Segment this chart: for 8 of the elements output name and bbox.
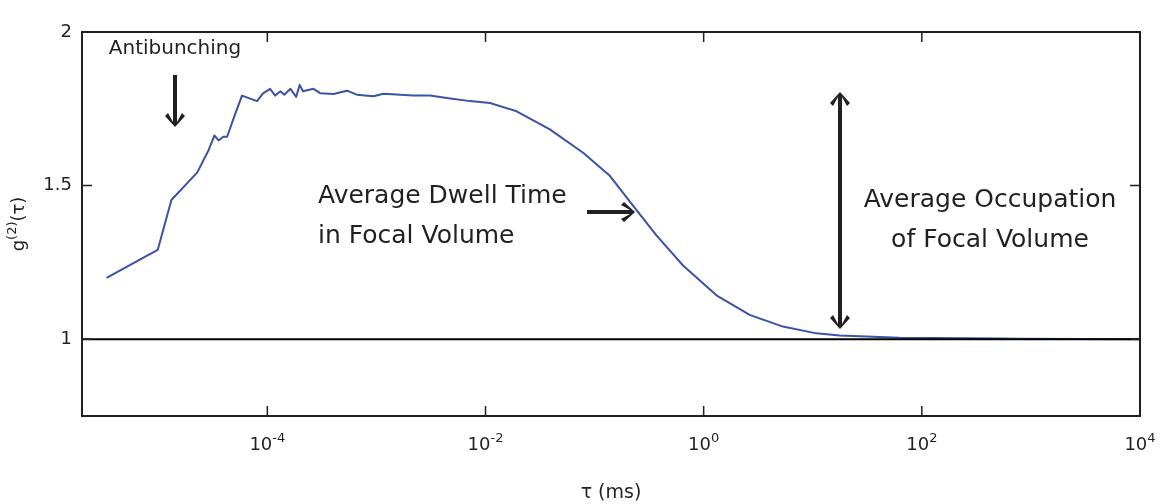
y-tick-label: 1: [60, 326, 72, 348]
annotation: Average Dwell Time in Focal Volume: [318, 180, 567, 249]
y-tick-label: 2: [60, 19, 72, 41]
x-axis-title: τ (ms): [580, 479, 642, 502]
annotation: Average Occupation of Focal Volume: [863, 184, 1117, 253]
y-tick-label: 1.5: [43, 173, 72, 195]
y-axis-title: g(2)(τ): [3, 196, 28, 252]
annotation: Antibunching: [108, 35, 242, 59]
